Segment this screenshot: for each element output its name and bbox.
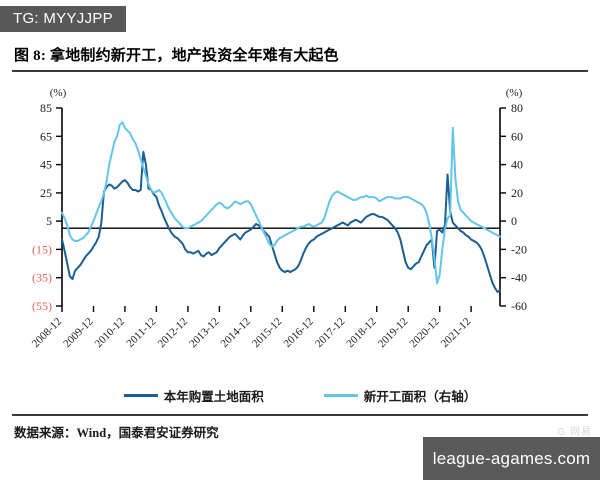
source-divider [12, 414, 588, 416]
telegram-tag-watermark: TG: MYYJJPP [0, 6, 126, 32]
y-axis-right-tick-label: -60 [511, 299, 527, 313]
x-axis-tick-label: 2020-12 [407, 316, 441, 350]
x-axis-tick-label: 2008-12 [30, 316, 64, 350]
site-logo-watermark: G 网易 [557, 427, 592, 438]
y-axis-left-tick-label: (55) [32, 299, 52, 313]
x-axis-tick-label: 2009-12 [61, 316, 95, 350]
y-axis-left-tick-label: 25 [40, 186, 52, 200]
x-axis-tick-label: 2011-12 [124, 316, 158, 350]
legend-label-land-purchase: 本年购置土地面积 [163, 389, 264, 404]
legend-item-land-purchase: 本年购置土地面积 [123, 386, 264, 405]
chart-svg: 85 65 45 25 5 (15) (35) (55) 80 60 40 20 0 -20 -40 -60 (… [30, 87, 527, 350]
series-line-new-starts [61, 121, 501, 285]
x-axis-tick-label: 2010-12 [93, 316, 127, 350]
y-axis-left-tick-label: 45 [40, 158, 52, 172]
y-axis-left-tick-label: 85 [40, 101, 52, 115]
y-axis-right-unit: (%) [506, 87, 523, 99]
legend-item-new-starts: 新开工面积（右轴） [323, 386, 477, 405]
series-line-land-purchase [61, 150, 501, 293]
y-axis-right-tick-label: -20 [511, 242, 527, 256]
y-axis-right-tick-label: -40 [511, 271, 527, 285]
url-watermark: league-agames.com [423, 437, 600, 480]
y-axis-right-tick-label: 60 [511, 129, 523, 143]
legend-swatch-land-purchase [123, 393, 158, 397]
legend-label-new-starts: 新开工面积（右轴） [363, 389, 477, 404]
figure-title: 图 8: 拿地制约新开工，地产投资全年难有大起色 [14, 48, 339, 64]
x-axis-tick-label: 2014-12 [219, 316, 253, 350]
x-axis-tick-label: 2018-12 [344, 316, 378, 350]
y-axis-left-tick-label: 5 [46, 214, 52, 228]
x-axis-tick-label: 2021-12 [439, 316, 473, 350]
x-axis-tick-label: 2015-12 [250, 316, 284, 350]
y-axis-left-tick-label: (35) [32, 271, 52, 285]
chart-axes [56, 107, 506, 312]
y-axis-right-tick-label: 0 [511, 214, 517, 228]
x-axis-tick-label: 2016-12 [282, 316, 316, 350]
y-axis-right-tick-label: 80 [511, 101, 523, 115]
y-axis-left-unit: (%) [50, 87, 67, 99]
x-axis-tick-label: 2012-12 [156, 316, 190, 350]
chart-legend: 本年购置土地面积 新开工面积（右轴） [0, 384, 600, 406]
y-axis-left-tick-label: (15) [32, 242, 52, 256]
x-axis-tick-label: 2017-12 [313, 316, 347, 350]
line-chart: 85 65 45 25 5 (15) (35) (55) 80 60 40 20 0 -20 -40 -60 (… [0, 78, 600, 390]
source-note: 数据来源：Wind，国泰君安证券研究 [14, 426, 219, 440]
x-axis-tick-label: 2013-12 [187, 316, 221, 350]
chart-series [61, 121, 501, 293]
y-axis-right-tick-label: 40 [511, 158, 523, 172]
title-divider [12, 70, 588, 72]
x-axis-tick-label: 2019-12 [376, 316, 410, 350]
legend-swatch-new-starts [323, 393, 358, 397]
y-axis-right-tick-label: 20 [511, 186, 523, 200]
y-axis-left-tick-label: 65 [40, 129, 52, 143]
